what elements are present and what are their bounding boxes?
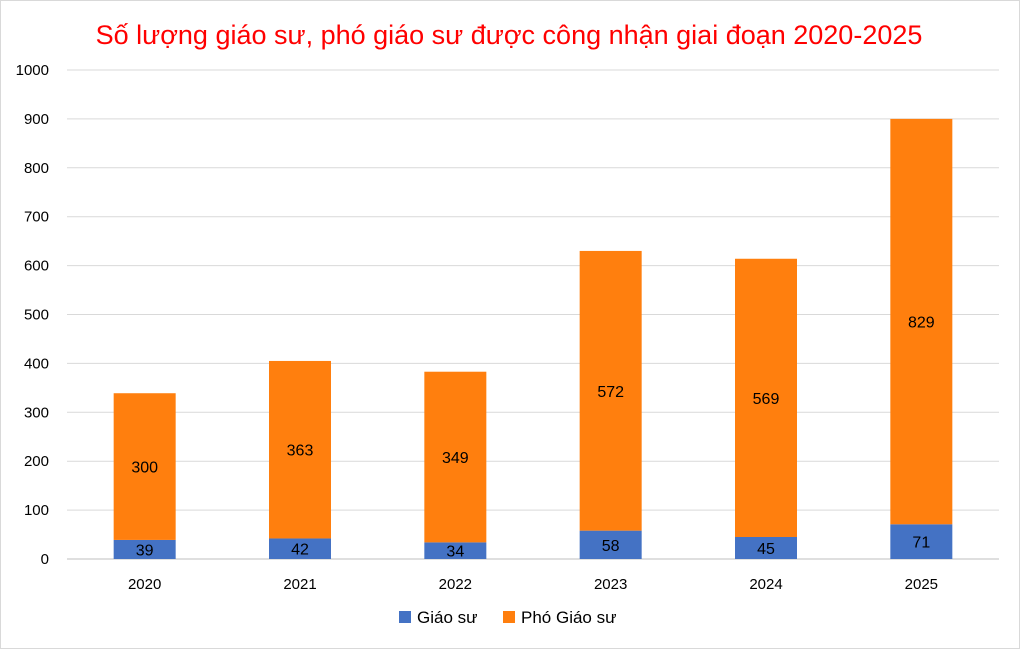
bar-giao-su xyxy=(735,536,797,559)
data-label: 34 xyxy=(446,544,464,561)
x-tick-label: 2020 xyxy=(128,576,161,593)
bar-giao-su xyxy=(424,542,487,559)
bar-pho-giao-su xyxy=(113,393,176,540)
x-tick-label: 2025 xyxy=(905,576,938,593)
y-tick-label: 500 xyxy=(24,307,49,324)
legend: Giáo sư Phó Giáo sư xyxy=(399,608,616,627)
x-tick-label: 2023 xyxy=(594,576,627,593)
bars xyxy=(113,118,953,559)
legend-label: Phó Giáo sư xyxy=(521,608,616,627)
data-label: 58 xyxy=(602,538,620,555)
x-axis-tick-labels: 2020 2021 2022 2023 2024 2025 xyxy=(128,576,938,593)
bar-giao-su xyxy=(579,530,642,559)
legend-item-giao-su: Giáo sư xyxy=(399,608,478,627)
data-label: 45 xyxy=(757,541,775,558)
data-label: 349 xyxy=(442,450,469,467)
y-tick-label: 800 xyxy=(24,160,49,177)
y-tick-label: 600 xyxy=(24,258,49,275)
x-tick-label: 2022 xyxy=(439,576,472,593)
data-label: 39 xyxy=(136,542,154,559)
y-tick-label: 0 xyxy=(41,551,49,568)
data-labels: 39 300 42 363 34 349 58 572 45 569 71 829 xyxy=(131,315,934,561)
data-label: 363 xyxy=(287,443,314,460)
legend-item-pho-giao-su: Phó Giáo sư xyxy=(503,608,616,627)
bar-pho-giao-su xyxy=(269,360,331,539)
legend-swatch xyxy=(503,611,515,623)
data-label: 42 xyxy=(291,542,309,559)
bar-pho-giao-su xyxy=(735,258,797,537)
bar-pho-giao-su xyxy=(424,371,487,543)
y-tick-label: 1000 xyxy=(16,62,49,79)
legend-swatch xyxy=(399,611,411,623)
data-label: 572 xyxy=(597,384,624,401)
y-tick-label: 700 xyxy=(24,209,49,226)
bar-pho-giao-su xyxy=(579,250,642,531)
x-tick-label: 2021 xyxy=(283,576,316,593)
x-tick-label: 2024 xyxy=(749,576,782,593)
legend-label: Giáo sư xyxy=(417,608,478,627)
bar-giao-su xyxy=(890,524,953,559)
data-label: 71 xyxy=(912,535,930,552)
gridlines xyxy=(67,69,999,560)
data-label: 829 xyxy=(908,315,935,332)
y-tick-label: 200 xyxy=(24,453,49,470)
bar-giao-su xyxy=(113,539,176,559)
bar-pho-giao-su xyxy=(890,118,953,525)
bar-giao-su xyxy=(269,538,331,559)
data-label: 569 xyxy=(753,391,780,408)
y-axis-tick-labels: 0 100 200 300 400 500 600 700 800 900 1000 xyxy=(16,62,49,568)
y-tick-label: 400 xyxy=(24,355,49,372)
y-tick-label: 900 xyxy=(24,111,49,128)
y-tick-label: 300 xyxy=(24,404,49,421)
y-tick-label: 100 xyxy=(24,502,49,519)
chart-title: Số lượng giáo sư, phó giáo sư được công … xyxy=(96,20,923,50)
data-label: 300 xyxy=(131,460,158,477)
